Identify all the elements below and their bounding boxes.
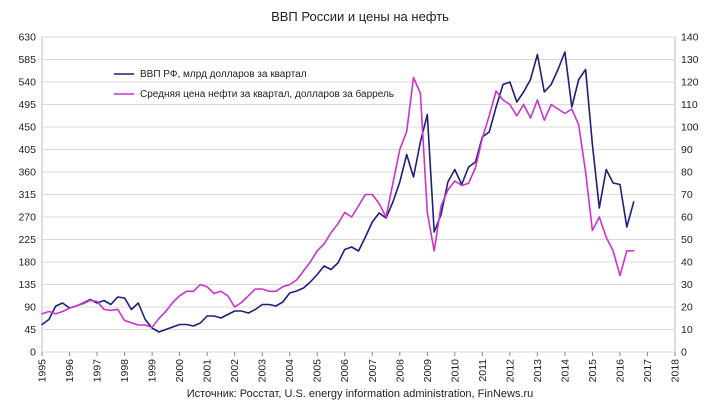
x-axis-ticks: 1995 1996 1997 1998 1999 2000 2001 2002 2003 2004… xyxy=(37,352,682,382)
left-axis-tick-label: 0 xyxy=(30,347,36,359)
right-axis-tick-label: 120 xyxy=(681,77,699,89)
x-axis-tick-label: 2018 xyxy=(670,359,682,383)
x-axis-tick-label: 2010 xyxy=(449,359,461,383)
x-axis-tick-label: 1996 xyxy=(64,359,76,383)
left-axis-tick-label: 360 xyxy=(18,167,36,179)
right-axis-tick-label: 50 xyxy=(681,234,693,246)
x-axis-tick-label: 1995 xyxy=(37,359,49,383)
left-axis-tick-label: 495 xyxy=(18,99,36,111)
x-axis-tick-label: 1999 xyxy=(147,359,159,383)
left-axis-tick-label: 45 xyxy=(24,324,36,336)
x-axis-tick-label: 2007 xyxy=(367,359,379,383)
left-axis-tick-label: 540 xyxy=(18,77,36,89)
x-axis-tick-label: 2009 xyxy=(422,359,434,383)
right-axis-tick-label: 90 xyxy=(681,144,693,156)
x-axis-tick-label: 2005 xyxy=(312,359,324,383)
left-axis-tick-label: 405 xyxy=(18,144,36,156)
x-axis-tick-label: 2006 xyxy=(339,359,351,383)
right-axis-tick-label: 70 xyxy=(681,189,693,201)
right-axis-tick-label: 60 xyxy=(681,212,693,224)
series-line-gdp xyxy=(41,51,635,333)
x-axis-tick-label: 2017 xyxy=(642,359,654,383)
x-axis-tick-label: 2013 xyxy=(532,359,544,383)
right-axis-tick-label: 110 xyxy=(681,99,698,111)
left-axis-tick-label: 135 xyxy=(18,279,36,291)
right-axis-tick-label: 130 xyxy=(681,54,699,66)
legend-label-gdp: ВВП РФ, млрд долларов за квартал xyxy=(140,69,307,80)
series-layer xyxy=(41,51,635,333)
right-axis-tick-label: 20 xyxy=(681,302,693,314)
right-axis-tick-label: 0 xyxy=(681,347,687,359)
x-axis-tick-label: 2001 xyxy=(202,359,214,383)
x-axis-tick-label: 2014 xyxy=(559,359,571,383)
x-axis-tick-label: 2004 xyxy=(284,359,296,383)
legend: ВВП РФ, млрд долларов за квартал Средняя… xyxy=(114,69,394,100)
x-axis-tick-label: 2012 xyxy=(504,359,516,383)
x-axis-tick-label: 2003 xyxy=(257,359,269,383)
x-axis-tick-label: 1997 xyxy=(92,359,104,383)
legend-label-oil: Средняя цена нефти за квартал, долларов … xyxy=(140,88,394,100)
left-axis-tick-label: 180 xyxy=(18,257,36,269)
x-axis-tick-label: 2008 xyxy=(394,359,406,383)
x-axis-tick-label: 1998 xyxy=(119,359,131,383)
right-axis-tick-label: 80 xyxy=(681,167,693,179)
right-axis-ticks: 0 10 20 30 40 50 60 70 80 90 100 110 120 130 140 xyxy=(681,32,699,359)
left-axis-ticks: 0 45 90 135 180 225 270 315 360 405 450 495 540 585 63… xyxy=(18,32,36,359)
chart-title: ВВП России и цены на нефть xyxy=(271,9,449,24)
x-axis-tick-label: 2000 xyxy=(174,359,186,383)
left-axis-tick-label: 450 xyxy=(18,122,36,134)
left-axis-tick-label: 630 xyxy=(18,32,36,44)
series-line-oil xyxy=(41,76,635,329)
right-axis-tick-label: 30 xyxy=(681,279,693,291)
right-axis-tick-label: 10 xyxy=(681,324,693,336)
x-axis-tick-label: 2011 xyxy=(477,359,489,382)
chart-source: Источник: Росстат, U.S. energy informati… xyxy=(187,388,534,400)
gridlines xyxy=(42,36,675,353)
left-axis-tick-label: 270 xyxy=(18,212,36,224)
left-axis-tick-label: 225 xyxy=(18,234,36,246)
x-axis-tick-label: 2016 xyxy=(614,359,626,383)
x-axis-tick-label: 2015 xyxy=(587,359,599,383)
right-axis-tick-label: 40 xyxy=(681,257,693,269)
left-axis-tick-label: 315 xyxy=(18,189,36,201)
right-axis-tick-label: 100 xyxy=(681,122,699,134)
right-axis-tick-label: 140 xyxy=(681,32,699,44)
x-axis-tick-label: 2002 xyxy=(229,359,241,383)
left-axis-tick-label: 585 xyxy=(18,54,36,66)
left-axis-tick-label: 90 xyxy=(24,302,36,314)
